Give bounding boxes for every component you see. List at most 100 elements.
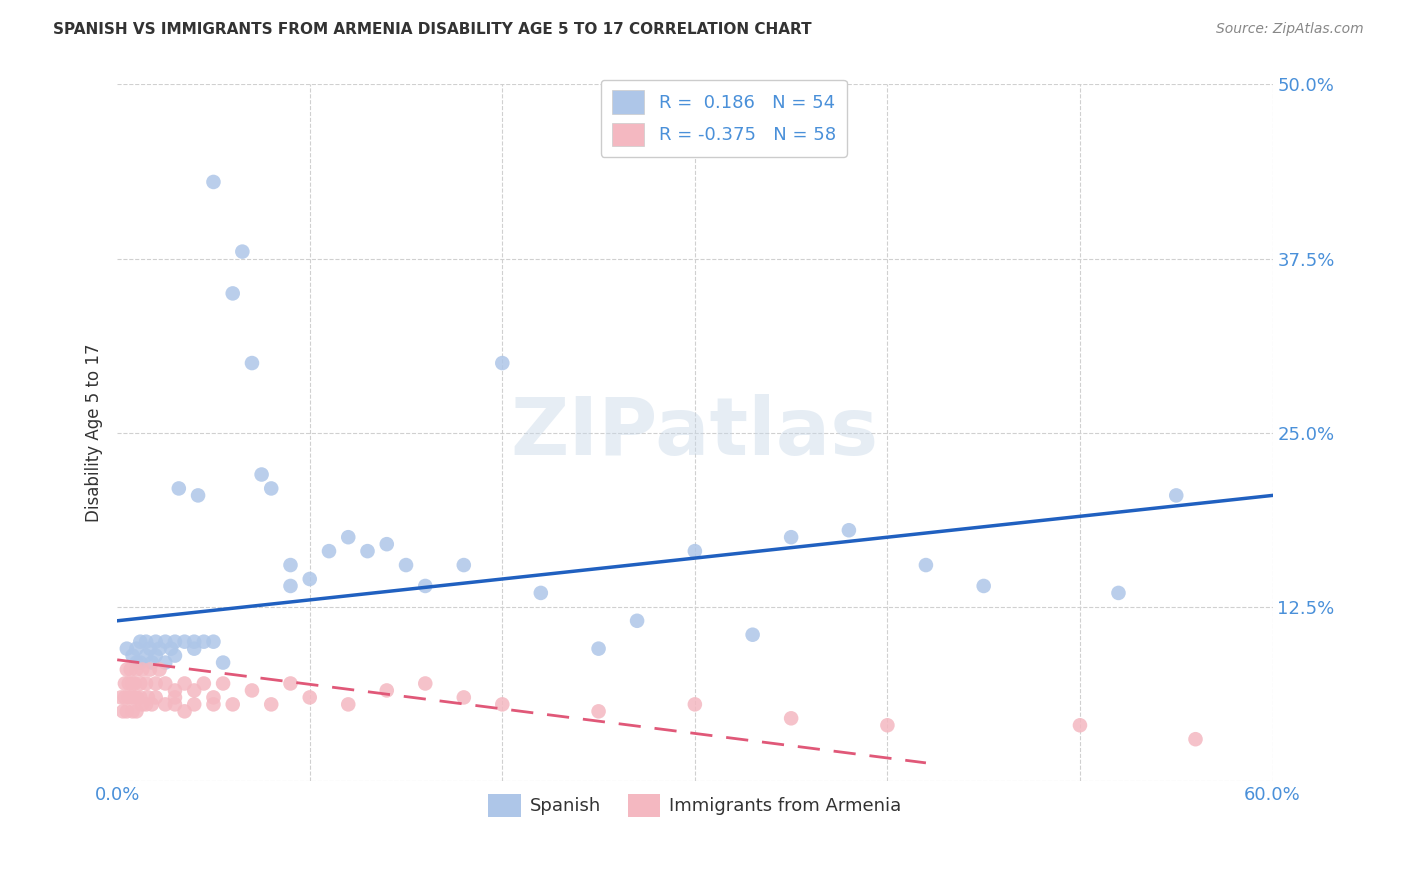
Point xyxy=(530,586,553,600)
Point xyxy=(124,676,146,690)
Point xyxy=(298,572,321,586)
Point xyxy=(148,641,170,656)
Point xyxy=(183,683,205,698)
Point xyxy=(491,356,513,370)
Point xyxy=(1069,718,1091,732)
Point xyxy=(110,690,132,705)
Point xyxy=(145,676,167,690)
Point xyxy=(260,482,283,496)
Point xyxy=(114,676,136,690)
Point xyxy=(125,656,148,670)
Point xyxy=(683,544,706,558)
Point xyxy=(145,648,167,663)
Point xyxy=(114,690,136,705)
Point xyxy=(125,641,148,656)
Point xyxy=(183,698,205,712)
Point xyxy=(280,558,302,572)
Point xyxy=(135,698,157,712)
Point xyxy=(187,488,209,502)
Point xyxy=(139,663,162,677)
Point xyxy=(1184,732,1206,747)
Point xyxy=(973,579,995,593)
Point xyxy=(193,676,215,690)
Text: SPANISH VS IMMIGRANTS FROM ARMENIA DISABILITY AGE 5 TO 17 CORRELATION CHART: SPANISH VS IMMIGRANTS FROM ARMENIA DISAB… xyxy=(53,22,813,37)
Point xyxy=(115,641,138,656)
Point xyxy=(260,698,283,712)
Point xyxy=(375,683,398,698)
Point xyxy=(395,558,418,572)
Point xyxy=(167,482,190,496)
Point xyxy=(135,634,157,648)
Point xyxy=(125,690,148,705)
Point xyxy=(121,676,143,690)
Point xyxy=(115,704,138,718)
Point xyxy=(240,356,263,370)
Point xyxy=(155,656,177,670)
Point xyxy=(741,628,763,642)
Point xyxy=(202,634,225,648)
Point xyxy=(183,634,205,648)
Point xyxy=(202,698,225,712)
Point xyxy=(202,175,225,189)
Point xyxy=(173,676,195,690)
Point xyxy=(129,634,152,648)
Point xyxy=(780,711,803,725)
Point xyxy=(118,676,141,690)
Point xyxy=(145,634,167,648)
Point xyxy=(163,634,186,648)
Point xyxy=(453,558,475,572)
Point xyxy=(356,544,378,558)
Point xyxy=(118,690,141,705)
Point xyxy=(148,663,170,677)
Point xyxy=(231,244,253,259)
Point xyxy=(125,663,148,677)
Legend: Spanish, Immigrants from Armenia: Spanish, Immigrants from Armenia xyxy=(481,787,908,824)
Point xyxy=(173,634,195,648)
Point xyxy=(222,286,245,301)
Point xyxy=(121,648,143,663)
Point xyxy=(222,698,245,712)
Point xyxy=(163,698,186,712)
Point xyxy=(135,648,157,663)
Point xyxy=(838,523,860,537)
Point xyxy=(120,690,142,705)
Point xyxy=(139,641,162,656)
Point xyxy=(121,704,143,718)
Point xyxy=(375,537,398,551)
Text: ZIPatlas: ZIPatlas xyxy=(510,393,879,472)
Point xyxy=(780,530,803,544)
Point xyxy=(125,704,148,718)
Point xyxy=(131,698,153,712)
Point xyxy=(129,656,152,670)
Point xyxy=(915,558,938,572)
Point xyxy=(1166,488,1188,502)
Point xyxy=(318,544,340,558)
Point xyxy=(588,641,610,656)
Point xyxy=(337,698,360,712)
Point xyxy=(120,663,142,677)
Point xyxy=(626,614,648,628)
Point xyxy=(588,704,610,718)
Point xyxy=(280,579,302,593)
Point xyxy=(124,690,146,705)
Point xyxy=(876,718,898,732)
Y-axis label: Disability Age 5 to 17: Disability Age 5 to 17 xyxy=(86,343,103,522)
Point xyxy=(135,676,157,690)
Point xyxy=(250,467,273,482)
Point xyxy=(1108,586,1130,600)
Point xyxy=(163,648,186,663)
Point xyxy=(129,676,152,690)
Point xyxy=(155,698,177,712)
Point xyxy=(298,690,321,705)
Point xyxy=(163,690,186,705)
Point xyxy=(202,690,225,705)
Point xyxy=(212,656,235,670)
Point xyxy=(129,690,152,705)
Point xyxy=(193,634,215,648)
Point xyxy=(155,676,177,690)
Point xyxy=(413,676,436,690)
Point xyxy=(163,683,186,698)
Point xyxy=(131,663,153,677)
Point xyxy=(453,690,475,705)
Point xyxy=(280,676,302,690)
